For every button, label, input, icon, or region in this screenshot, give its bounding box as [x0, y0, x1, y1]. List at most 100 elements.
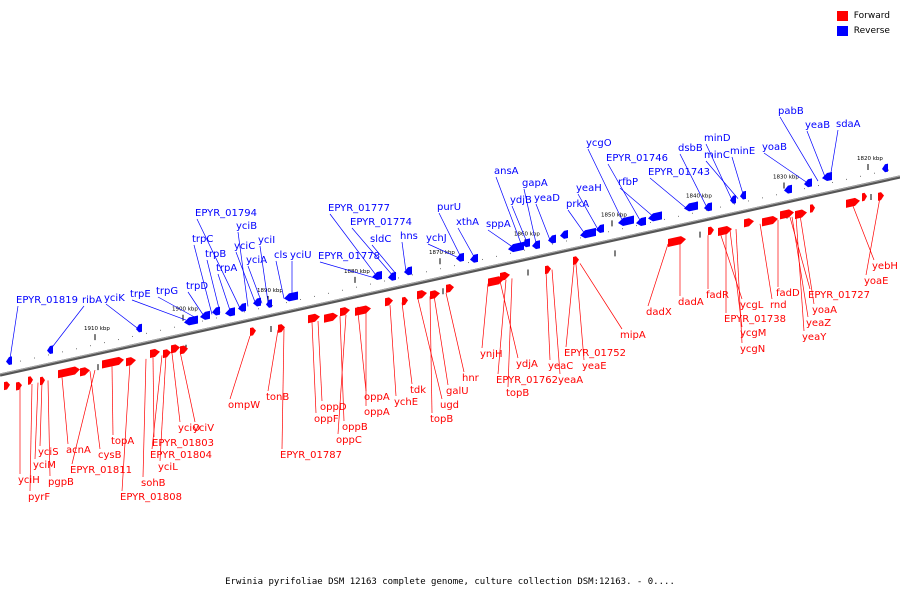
leader-line [317, 321, 323, 402]
gene-arrow [804, 178, 812, 188]
gene-label: yeaB [805, 120, 830, 131]
gene-label: mipA [620, 330, 646, 341]
gene-arrow [708, 226, 714, 236]
leader-line [417, 298, 443, 400]
gene-label: EPYR_01804 [150, 450, 212, 461]
leader-line [647, 243, 669, 307]
gene-arrow [16, 381, 22, 391]
leader-line [351, 227, 393, 275]
leader-line [779, 116, 819, 182]
minor-tick [510, 252, 511, 254]
gene-arrow [180, 345, 188, 355]
axis-tick-label: 1880 kbp [344, 269, 370, 275]
leader-line [196, 218, 241, 309]
gene-arrow [500, 271, 510, 281]
gene-label: minE [730, 146, 755, 157]
minor-tick [62, 351, 63, 353]
leader-line [497, 279, 507, 375]
leader-line [619, 187, 655, 218]
minor-tick [482, 258, 483, 260]
gene-label: yciA [246, 255, 267, 266]
gene-arrow [430, 290, 440, 300]
gene-label: EPYR_01743 [648, 167, 710, 178]
gene-arrow [171, 344, 180, 354]
leader-line [507, 278, 513, 388]
gene-arrow [470, 253, 478, 263]
minor-tick [468, 262, 469, 264]
minor-tick [272, 305, 273, 307]
figure-caption: Erwinia pyrifoliae DSM 12163 complete ge… [225, 577, 675, 587]
gene-label: topB [506, 388, 529, 399]
gene-arrow [878, 192, 884, 201]
gene-arrow [402, 296, 408, 306]
gene-label: rfbP [618, 177, 638, 188]
gene-label: dadX [646, 307, 672, 318]
leader-line [731, 156, 745, 198]
gene-label: EPYR_01819 [16, 295, 78, 306]
gene-arrow [284, 291, 298, 302]
gene-label: trpE [130, 289, 151, 300]
minor-tick [286, 302, 287, 304]
minor-tick [566, 240, 567, 242]
gene-label: EPYR_01811 [70, 465, 132, 476]
leader-line [433, 295, 449, 386]
gene-label: rnd [770, 300, 787, 311]
gene-label: trpG [156, 286, 178, 297]
leader-line [579, 263, 623, 330]
gene-label: ycgN [740, 344, 765, 355]
gene-label: EPYR_01746 [606, 153, 668, 164]
gene-label: ydjB [510, 195, 532, 206]
leader-line [735, 229, 743, 344]
gene-label: EPYR_01774 [350, 217, 412, 228]
minor-tick [496, 255, 497, 257]
axis-tick-label: 1830 kbp [773, 175, 799, 181]
gene-arrow [596, 224, 604, 233]
minor-tick [748, 200, 749, 202]
minor-tick [160, 329, 161, 331]
gene-label: yciV [193, 423, 214, 434]
leader-line [799, 214, 815, 305]
gene-label: EPYR_01794 [195, 208, 257, 219]
gene-arrow [684, 201, 698, 212]
leader-line [229, 335, 251, 400]
gene-label: yeaZ [806, 318, 831, 329]
gene-label: oppA [364, 407, 390, 418]
gene-arrow [456, 252, 464, 262]
gene-arrow [58, 366, 80, 379]
gene-arrow [636, 216, 646, 226]
gene-arrow [126, 357, 136, 367]
gene-arrow [225, 307, 235, 317]
minor-tick [580, 237, 581, 239]
minor-tick [48, 354, 49, 356]
legend-forward-label: Forward [853, 10, 890, 21]
gene-label: ribA [82, 295, 102, 306]
genome-backbone [0, 175, 900, 377]
leader-line [679, 153, 707, 206]
leader-line [789, 217, 811, 290]
gene-label: acnA [66, 445, 91, 456]
minor-tick [356, 286, 357, 288]
gene-arrow [80, 367, 90, 377]
axis-tick-label: 1900 kbp [172, 307, 198, 313]
leader-line [438, 212, 463, 260]
minor-tick [552, 243, 553, 245]
minor-tick [132, 335, 133, 337]
axis-tick-label: 1860 kbp [514, 232, 540, 238]
leader-line [389, 305, 397, 397]
minor-tick [454, 265, 455, 267]
gene-label: trpA [216, 263, 237, 274]
gene-label: fadD [776, 288, 800, 299]
gene-label: gapA [522, 178, 548, 189]
gene-label: minC [704, 150, 730, 161]
minor-tick [440, 268, 441, 270]
gene-arrow [508, 241, 524, 253]
leader-line [759, 223, 773, 300]
leader-line [649, 177, 689, 210]
gene-label: yciC [234, 241, 255, 252]
forward-swatch [836, 10, 848, 21]
leader-line [567, 209, 585, 233]
gene-label: yeaA [558, 375, 583, 386]
gene-arrow [810, 204, 815, 213]
gene-arrow [324, 312, 338, 323]
